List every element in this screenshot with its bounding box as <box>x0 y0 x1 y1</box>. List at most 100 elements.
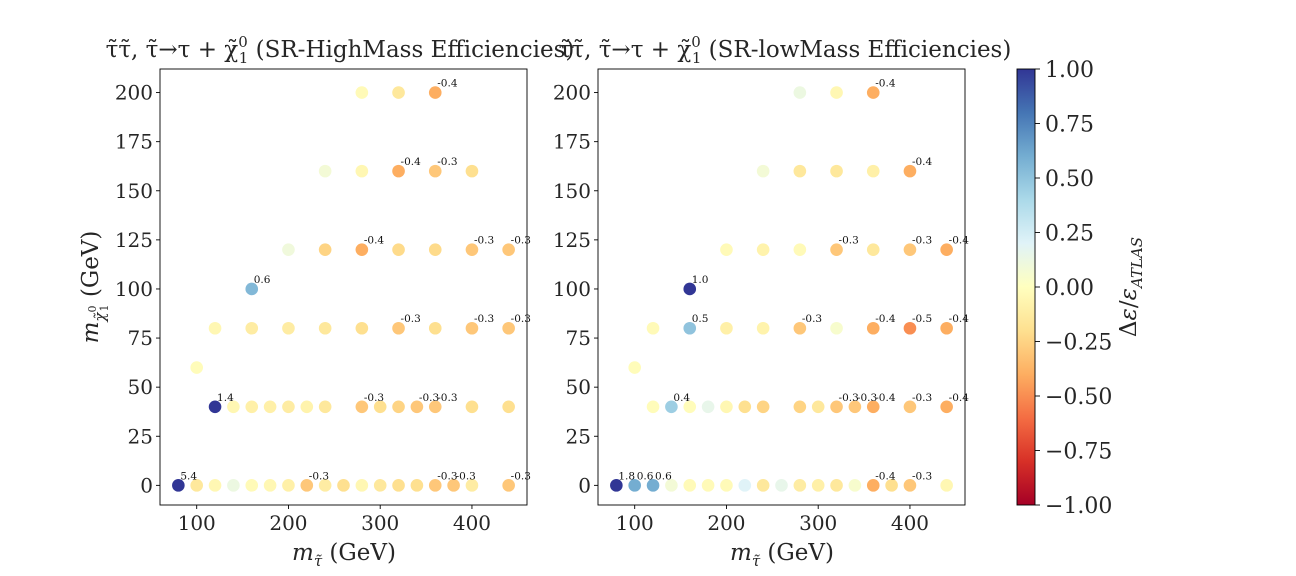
data-point <box>793 479 807 492</box>
data-point <box>646 479 660 492</box>
data-point <box>263 479 277 492</box>
panel-lowmass-yticks: 0 25 50 75 100 125 150 175 200 <box>553 81 598 497</box>
panel-highmass-annotations: 5.4 -0.3 -0.3-0.3 -0.31.4 -0.3 -0.3-0.3-0.3 -0… <box>180 78 531 483</box>
data-point <box>282 479 295 492</box>
data-point-label: -0.4 <box>912 156 933 168</box>
panel-lowmass-frame <box>597 68 966 506</box>
data-point-label: -0.4 <box>875 392 896 404</box>
data-point <box>830 86 843 99</box>
data-point <box>848 400 862 414</box>
x-tick-label: 400 <box>453 511 491 535</box>
data-point <box>465 479 479 492</box>
y-tick-label: 150 <box>115 179 153 203</box>
colorbar-gradient <box>1017 69 1035 505</box>
panel-lowmass: τ̃τ̃, τ̃→τ + χ̃0 1 (SR-lowMass Efficienci… <box>553 33 1012 570</box>
data-point-label: -0.3 <box>437 392 457 404</box>
data-point <box>940 479 953 492</box>
data-point <box>502 243 515 256</box>
data-point <box>318 400 332 414</box>
data-point <box>428 321 442 335</box>
data-point-label: -0.3 <box>839 392 859 404</box>
y-tick-label: 175 <box>553 130 591 154</box>
data-point-label: -0.4 <box>949 392 970 404</box>
data-point <box>428 400 442 414</box>
panel-highmass-points <box>172 86 515 492</box>
data-point <box>811 400 825 414</box>
data-point-label: -0.3 <box>857 392 877 404</box>
colorbar-label: Δε/εATLAS <box>1116 237 1146 337</box>
data-point <box>940 321 953 335</box>
colorbar-tick-label: −0.25 <box>1045 331 1112 356</box>
data-point <box>227 400 240 414</box>
x-tick-label: 300 <box>361 511 399 535</box>
data-point-label: -0.3 <box>474 313 494 325</box>
data-point <box>373 400 387 414</box>
data-point-label: -0.3 <box>802 313 822 325</box>
data-point <box>300 479 314 492</box>
data-point <box>392 321 405 335</box>
data-point <box>502 321 515 335</box>
data-point <box>282 321 295 335</box>
data-point <box>701 400 715 414</box>
panel-highmass-yticks: 0 25 50 75 100 125 150 175 200 <box>115 81 160 497</box>
data-point <box>282 400 295 414</box>
y-tick-label: 150 <box>553 179 591 203</box>
data-point <box>701 479 715 492</box>
data-point <box>245 400 259 414</box>
data-point <box>502 400 515 414</box>
data-point-label: -0.4 <box>875 470 896 482</box>
colorbar-tick-label: 1.00 <box>1045 58 1094 83</box>
panel-lowmass-xticks: 100 200 300 400 <box>616 505 929 535</box>
data-point <box>756 243 770 256</box>
data-point <box>465 164 479 178</box>
data-point-label: -0.3 <box>474 235 494 247</box>
data-point <box>830 243 843 256</box>
data-point <box>903 164 917 178</box>
data-point <box>793 321 807 335</box>
data-point <box>628 361 641 374</box>
x-tick-label: 200 <box>707 511 745 535</box>
colorbar-tick-label: −0.75 <box>1045 440 1112 465</box>
data-point <box>392 400 405 414</box>
data-point <box>793 86 807 99</box>
data-point <box>410 400 424 414</box>
data-point <box>866 243 880 256</box>
data-point-label: -0.4 <box>949 313 970 325</box>
data-point-label: -0.4 <box>401 156 422 168</box>
data-point-label: -0.3 <box>839 235 859 247</box>
panel-lowmass-title: τ̃τ̃, τ̃→τ + χ̃0 1 (SR-lowMass Efficienci… <box>559 33 1012 67</box>
data-point <box>830 164 843 178</box>
data-point <box>355 86 369 99</box>
data-point <box>866 321 880 335</box>
data-point <box>465 400 479 414</box>
data-point <box>756 400 770 414</box>
data-point <box>646 400 660 414</box>
panel-highmass-xlabel: mτ̃ (GeV) <box>292 540 396 570</box>
data-point <box>392 164 405 178</box>
data-point <box>610 479 623 492</box>
data-point <box>428 243 442 256</box>
y-tick-label: 100 <box>553 277 591 301</box>
data-point-label: -0.3 <box>511 470 531 482</box>
data-point-label: -0.3 <box>437 470 457 482</box>
data-point <box>208 321 222 335</box>
data-point-label: 1.8 <box>618 470 635 482</box>
data-point <box>465 243 479 256</box>
data-point <box>738 400 752 414</box>
y-tick-label: 0 <box>578 473 591 497</box>
data-point <box>355 243 369 256</box>
data-point <box>793 400 807 414</box>
data-point-label: -0.3 <box>364 392 384 404</box>
panel-lowmass-points <box>610 86 953 492</box>
data-point-label: 1.4 <box>217 392 234 404</box>
data-point <box>208 400 222 414</box>
colorbar: 1.00 0.75 0.50 0.25 0.00 −0.25 −0.50 −0.75 −1.00… <box>1016 58 1146 519</box>
data-point <box>245 321 259 335</box>
data-point <box>392 479 405 492</box>
data-point-label: 5.4 <box>180 470 197 482</box>
panel-lowmass-xlabel: mτ̃ (GeV) <box>730 540 834 570</box>
y-tick-label: 100 <box>115 277 153 301</box>
data-point <box>848 479 862 492</box>
panel-highmass-title: τ̃τ̃, τ̃→τ + χ̃0 1 (SR-HighMass Efficienc… <box>106 33 575 67</box>
data-point <box>428 164 442 178</box>
